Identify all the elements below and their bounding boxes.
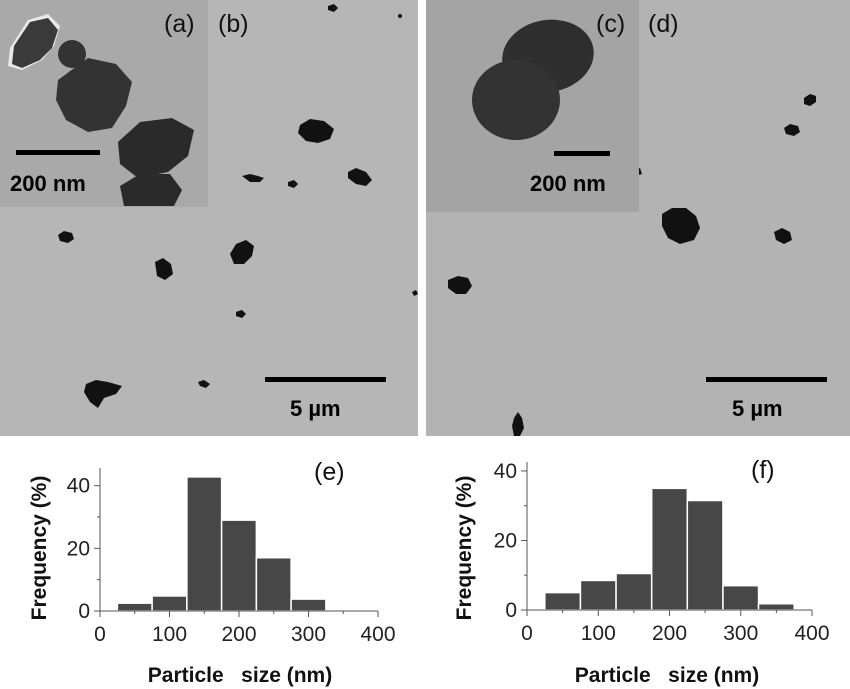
particle-clusters-b [58,4,418,408]
histogram-f-panel-label: (f) [751,456,775,484]
histogram-e-ylabel: Frequency (%) [28,476,51,621]
histogram-e-xtick-label-3: 300 [291,623,326,646]
inset-scale-label-a: 200 nm [10,171,86,196]
histogram-f-xtick-label-4: 400 [794,622,829,645]
histogram-f-xtick-label-2: 200 [652,622,687,645]
inset-micrograph-c: (c) 200 nm [426,0,639,212]
histogram-e-bar-2 [186,476,223,612]
panel-label-c: (c) [596,10,626,38]
histogram-e-bar-3 [220,519,258,612]
histogram-e-bar-4 [255,556,292,612]
histogram-f-bar-0 [544,591,582,611]
inset-particles-a [8,14,194,206]
histogram-e-xlabel: Particle size (nm) [148,664,332,687]
inset-particles-c [472,19,594,140]
histogram-f-bars [544,487,795,611]
histogram-f-xtick-label-0: 0 [521,622,533,645]
histogram-e-xtick-label-2: 200 [221,623,256,646]
histogram-e-ytick-label-0: 0 [78,600,90,623]
histogram-f-bar-5 [722,584,760,611]
inset-scale-label-c: 200 nm [530,171,606,196]
histogram-f-bar-6 [757,602,795,611]
panel-label-a: (a) [164,10,195,38]
histogram-e-bar-0 [116,602,153,612]
histogram-f-ytick-label-2: 40 [494,460,517,483]
scale-label-d: 5 µm [732,396,783,421]
histogram-e-xtick-label-1: 100 [152,623,187,646]
panel-label-b: (b) [218,10,249,38]
panel-label-d: (d) [648,10,679,38]
histogram-f-ylabel: Frequency (%) [453,476,476,621]
histogram-f: 0 100 200 300 400 0 20 40 Frequency (%) Particl… [453,456,830,687]
scale-label-b: 5 µm [290,396,341,421]
histogram-e-xtick-label-4: 400 [360,623,395,646]
histogram-f-ytick-label-0: 0 [505,599,517,622]
histogram-e-bars [116,476,327,612]
histogram-e: 0 100 200 300 400 0 20 40 Frequency (%) Particl… [28,458,396,687]
histogram-f-bar-4 [686,499,724,611]
histogram-e-ytick-label-2: 40 [67,475,90,498]
histogram-e-xtick-label-0: 0 [94,623,106,646]
histogram-e-ytick-label-1: 20 [67,537,90,560]
inset-scale-bar-c [554,151,610,156]
micrograph-panel-d: (c) 200 nm (d) 5 µm [426,0,850,436]
histogram-f-ytick-label-1: 20 [494,529,517,552]
histogram-f-xtick-label-3: 300 [723,622,758,645]
histogram-f-bar-1 [579,579,617,611]
scale-bar-d [706,377,827,382]
histogram-f-xtick-label-1: 100 [581,622,616,645]
inset-micrograph-a: (a) 200 nm [0,0,208,207]
histogram-f-xlabel: Particle size (nm) [575,664,759,687]
histogram-f-bar-3 [650,487,689,611]
micrograph-panel-b: (a) 200 nm (b) 5 µm [0,0,418,436]
histogram-e-bar-1 [151,595,188,612]
histogram-e-panel-label: (e) [314,458,345,486]
histogram-e-bar-5 [290,598,327,612]
histogram-f-bar-2 [615,572,653,611]
scale-bar-b [265,377,386,382]
inset-scale-bar-a [16,150,100,155]
